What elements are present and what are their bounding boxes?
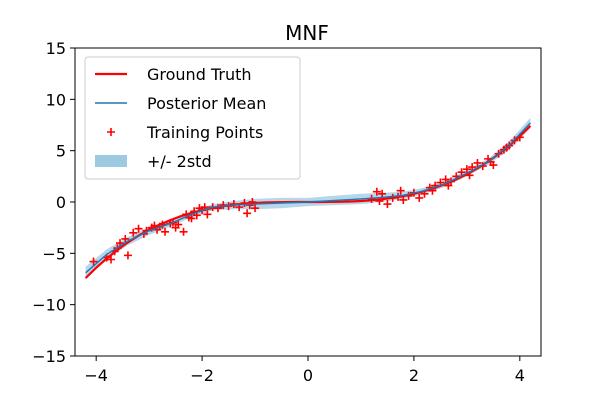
training-point	[129, 228, 138, 237]
training-point	[457, 168, 466, 177]
training-point	[89, 257, 98, 266]
legend-label: Training Points	[146, 123, 263, 142]
y-tick-label: 5	[56, 142, 66, 161]
legend: Ground Truth Posterior Mean Training Point…	[84, 56, 301, 180]
training-point	[187, 214, 196, 223]
training-point	[383, 200, 392, 209]
chart-title: MNF	[285, 21, 329, 45]
y-tick-label: −15	[32, 347, 66, 366]
training-point	[415, 193, 424, 202]
legend-box	[84, 56, 301, 180]
y-tick-label: −5	[42, 244, 66, 263]
training-point	[462, 165, 471, 174]
posterior-mean-line	[85, 122, 531, 274]
training-point	[243, 209, 252, 218]
training-point	[121, 234, 130, 243]
x-tick-label: 4	[515, 366, 525, 385]
training-point	[179, 227, 188, 236]
training-point	[203, 210, 212, 219]
training-point	[396, 186, 405, 195]
training-point	[489, 161, 498, 170]
training-point	[134, 224, 143, 233]
axis-ticks: −4 −2 0 2 4 −15 −10 −5 0 5 10 15	[32, 39, 525, 385]
y-tick-label: 10	[46, 90, 66, 109]
x-tick-label: −2	[190, 366, 214, 385]
legend-label: +/- 2std	[147, 152, 212, 171]
training-point	[399, 195, 408, 204]
legend-marker-patch	[95, 155, 127, 167]
y-tick-label: −10	[32, 296, 66, 315]
training-point	[107, 255, 116, 264]
plot-area	[84, 117, 532, 279]
legend-label: Ground Truth	[147, 65, 252, 84]
training-point	[441, 175, 450, 184]
y-tick-label: 0	[56, 193, 66, 212]
training-point	[378, 189, 387, 198]
training-point	[372, 187, 381, 196]
training-point	[473, 158, 482, 167]
x-tick-label: 2	[409, 366, 419, 385]
x-tick-label: −4	[84, 366, 108, 385]
std-band	[85, 117, 531, 279]
training-point	[123, 251, 132, 260]
training-point	[161, 227, 170, 236]
legend-marker-plus	[107, 128, 115, 136]
training-point	[174, 220, 183, 229]
x-tick-label: 0	[303, 366, 313, 385]
legend-label: Posterior Mean	[147, 94, 266, 113]
training-point	[375, 196, 384, 205]
y-tick-label: 15	[46, 39, 66, 58]
training-point	[251, 204, 260, 213]
